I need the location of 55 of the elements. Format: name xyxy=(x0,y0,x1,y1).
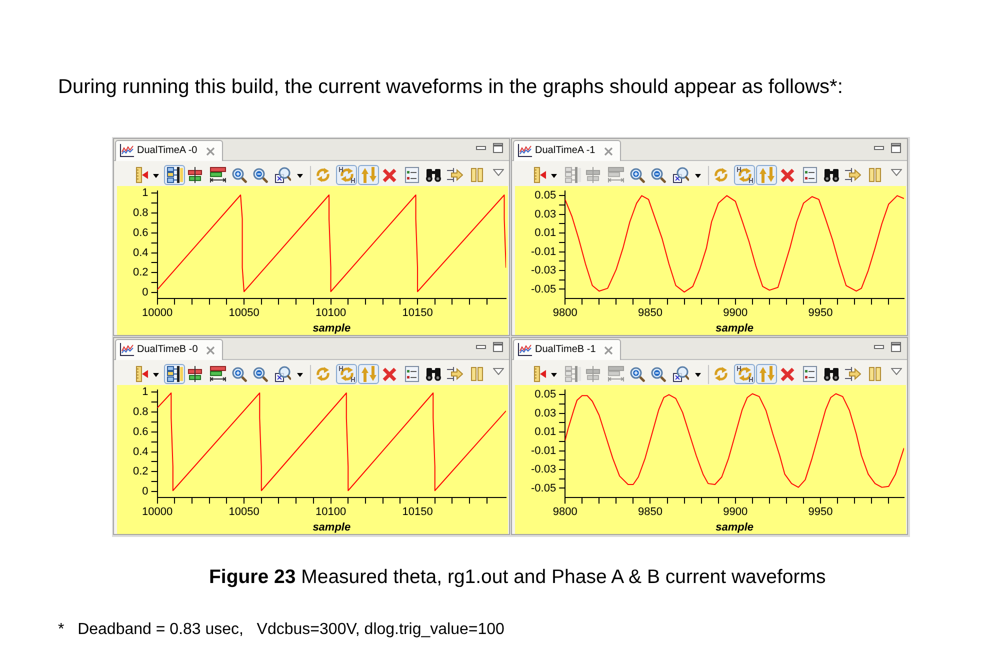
x-tick-label: 10000 xyxy=(142,506,173,518)
chart-title: DualTimeA -1 xyxy=(535,145,596,156)
tab: DualTimeA -1 xyxy=(513,140,621,161)
chart-title: DualTimeB -1 xyxy=(535,344,596,355)
caption: Figure 23 Measured theta, rg1.out and Phase A & B current waveforms xyxy=(209,566,826,589)
tab: DualTimeA -0 xyxy=(115,140,223,161)
x-tick-label: 9900 xyxy=(723,506,748,518)
chart-title: DualTimeA -0 xyxy=(137,145,198,156)
y-tick-label: 0.4 xyxy=(132,246,148,259)
y-tick-label: 1 xyxy=(142,386,148,398)
x-tick-label: 10050 xyxy=(228,506,260,518)
text: * Deadband = 0.83 usec, Vdcbus=300V, dlog.trig_value=100 xyxy=(58,621,504,639)
x-tick-label: 10100 xyxy=(315,506,346,518)
y-tick-label: 0.03 xyxy=(534,407,556,420)
x-tick-label: 10100 xyxy=(315,307,346,320)
y-tick-label: -0.05 xyxy=(530,283,556,296)
text: During running this build, the current waveforms in the graphs should appear as follows*: xyxy=(58,76,843,99)
x-axis-title: sample xyxy=(312,521,351,534)
y-tick-label: 0.6 xyxy=(132,426,148,438)
y-tick-label: 0.6 xyxy=(132,226,148,239)
tab: DualTimeB -0 xyxy=(115,339,223,360)
x-tick-label: 9900 xyxy=(723,307,748,320)
y-tick-label: 0.8 xyxy=(132,206,148,219)
y-tick-label: 0.8 xyxy=(132,406,148,418)
chart-title: DualTimeB -0 xyxy=(137,344,198,355)
y-tick-label: -0.03 xyxy=(530,264,556,277)
x-tick-label: 10000 xyxy=(142,307,173,320)
y-tick-label: 0.05 xyxy=(534,190,556,202)
y-tick-label: 0.03 xyxy=(534,208,556,220)
y-tick-label: -0.01 xyxy=(530,246,556,258)
y-tick-label: -0.01 xyxy=(530,444,556,457)
y-tick-label: -0.03 xyxy=(530,464,556,476)
x-tick-label: 9950 xyxy=(808,307,833,320)
y-tick-label: 0.4 xyxy=(132,446,148,458)
x-axis-title: sample xyxy=(312,322,351,334)
x-tick-label: 9950 xyxy=(808,506,833,518)
tab: DualTimeB -1 xyxy=(513,339,621,360)
y-tick-label: -0.05 xyxy=(530,482,556,494)
x-tick-label: 9850 xyxy=(638,506,662,518)
y-tick-label: 0 xyxy=(142,286,148,299)
y-tick-label: 0.2 xyxy=(132,466,148,478)
x-tick-label: 9800 xyxy=(552,307,578,320)
y-tick-label: 0.05 xyxy=(534,388,556,401)
x-tick-label: 10150 xyxy=(402,506,433,518)
x-axis-title: sample xyxy=(716,521,754,534)
y-tick-label: 0.01 xyxy=(534,426,556,438)
y-tick-label: 1 xyxy=(142,187,148,200)
x-tick-label: 9800 xyxy=(552,506,578,518)
y-tick-label: 0.01 xyxy=(534,227,556,240)
x-tick-label: 9850 xyxy=(638,307,662,320)
y-tick-label: 0.2 xyxy=(132,266,148,279)
x-tick-label: 10150 xyxy=(402,307,433,320)
x-tick-label: 10050 xyxy=(228,307,260,320)
y-tick-label: 0 xyxy=(142,486,148,498)
x-axis-title: sample xyxy=(716,322,754,334)
